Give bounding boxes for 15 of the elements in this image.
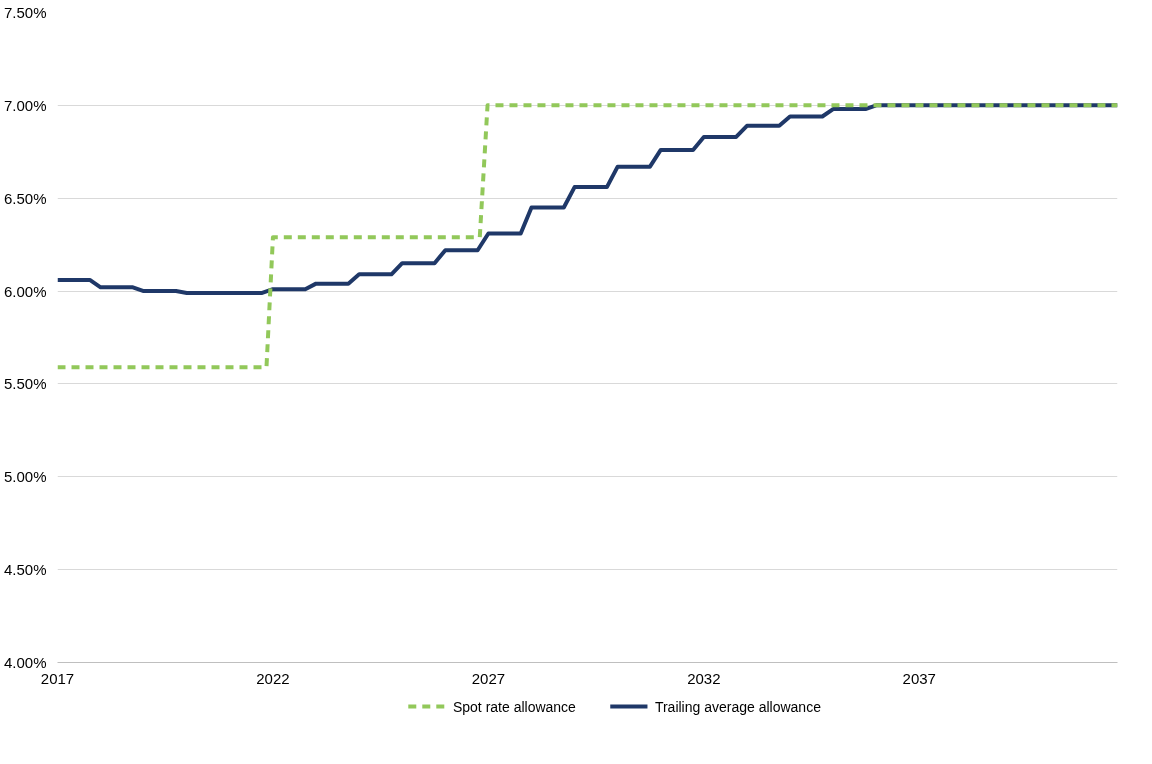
x-tick-label: 2037 (902, 669, 936, 687)
legend-label: Spot rate allowance (452, 698, 577, 715)
y-tick-label: 4.50% (3, 561, 47, 579)
y-tick-label: 5.00% (3, 468, 47, 486)
x-tick-label: 2032 (687, 669, 721, 687)
y-tick-label: 6.50% (3, 189, 47, 207)
y-tick-label: 5.50% (3, 375, 47, 393)
x-tick-label: 2022 (256, 669, 290, 687)
y-tick-label: 6.00% (3, 282, 47, 300)
y-tick-label: 4.00% (3, 654, 47, 671)
x-tick-label: 2027 (471, 669, 506, 687)
y-tick-label: 7.00% (3, 96, 47, 114)
x-tick-label: 2017 (40, 669, 75, 687)
y-tick-label: 7.50% (3, 4, 47, 21)
legend-label: Trailing average allowance (654, 698, 822, 715)
